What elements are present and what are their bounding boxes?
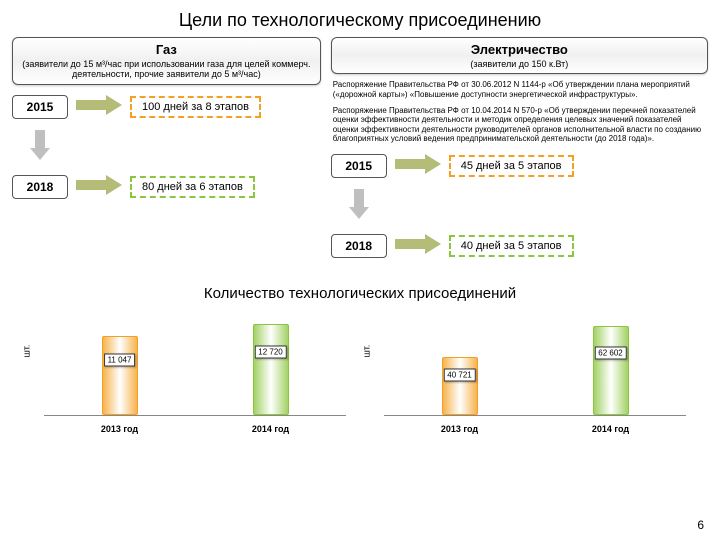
arrow-down-icon	[30, 130, 50, 160]
arrow-right-icon	[395, 234, 441, 254]
year-box: 2018	[12, 175, 68, 199]
x-tick-label: 2013 год	[441, 424, 478, 434]
chart-right-xlabels: 2013 год 2014 год	[384, 424, 686, 434]
goal-row: 2015 100 дней за 8 этапов	[12, 95, 321, 120]
goal-box: 100 дней за 8 этапов	[130, 96, 261, 118]
bar-value-label: 62 602	[594, 347, 626, 360]
x-tick-label: 2014 год	[252, 424, 289, 434]
top-section: Газ (заявители до 15 м³/час при использо…	[0, 37, 720, 269]
bar-rect: 40 721	[442, 357, 478, 415]
bar: 12 720	[250, 324, 292, 415]
bar-value-label: 40 721	[443, 368, 475, 381]
gas-header: Газ (заявители до 15 м³/час при использо…	[12, 37, 321, 85]
bar-value-label: 12 720	[254, 345, 286, 358]
goal-row: 2015 45 дней за 5 этапов	[331, 154, 708, 179]
bar-rect: 62 602	[593, 326, 629, 415]
elec-column: Электричество (заявители до 150 к.Вт) Ра…	[331, 37, 708, 269]
arrow-down	[30, 130, 321, 165]
goal-row: 2018 40 дней за 5 этапов	[331, 234, 708, 259]
bar: 40 721	[439, 357, 481, 415]
arrow-right-icon	[395, 154, 441, 174]
page-title: Цели по технологическому присоединению	[0, 0, 720, 37]
chart-title: Количество технологических присоединений	[0, 285, 720, 302]
arrow-right	[76, 95, 122, 120]
decree-2: Распоряжение Правительства РФ от 10.04.2…	[333, 106, 706, 144]
year-box: 2015	[331, 154, 387, 178]
gas-column: Газ (заявители до 15 м³/час при использо…	[12, 37, 321, 269]
chart-left-xlabels: 2013 год 2014 год	[44, 424, 346, 434]
arrow-down	[349, 189, 708, 224]
arrow-right-icon	[76, 95, 122, 115]
year-box: 2018	[331, 234, 387, 258]
gas-header-title: Газ	[21, 42, 312, 57]
chart-right-plot: 40 721 62 602	[384, 310, 686, 416]
chart-right: шт. 40 72162 602 2013 год2014 год	[370, 306, 690, 436]
chart-left-plot: 11 047 12 720	[44, 310, 346, 416]
goal-box: 80 дней за 6 этапов	[130, 176, 255, 198]
bar-rect: 11 047	[102, 336, 138, 415]
page-number: 6	[697, 518, 704, 532]
arrow-right	[395, 234, 441, 259]
goal-box: 40 дней за 5 этапов	[449, 235, 574, 257]
arrow-right-icon	[76, 175, 122, 195]
elec-header-sub: (заявители до 150 к.Вт)	[340, 59, 699, 69]
bar: 62 602	[590, 326, 632, 415]
chart-left: шт. 11 04712 720 2013 год2014 год	[30, 306, 350, 436]
ylabel-left: шт.	[21, 344, 31, 357]
bar: 11 047	[99, 336, 141, 415]
year-box: 2015	[12, 95, 68, 119]
goal-row: 2018 80 дней за 6 этапов	[12, 175, 321, 200]
elec-header: Электричество (заявители до 150 к.Вт)	[331, 37, 708, 74]
goal-box: 45 дней за 5 этапов	[449, 155, 574, 177]
x-tick-label: 2014 год	[592, 424, 629, 434]
bar-value-label: 11 047	[104, 354, 136, 367]
charts-area: шт. 11 047 12 720 2013 год 2014 год шт. 40…	[0, 306, 720, 436]
arrow-right	[395, 154, 441, 179]
ylabel-right: шт.	[361, 344, 371, 357]
decree-1: Распоряжение Правительства РФ от 30.06.2…	[333, 80, 706, 99]
x-tick-label: 2013 год	[101, 424, 138, 434]
gas-header-sub: (заявители до 15 м³/час при использовани…	[21, 59, 312, 80]
elec-header-title: Электричество	[340, 42, 699, 57]
bar-rect: 12 720	[253, 324, 289, 415]
arrow-right	[76, 175, 122, 200]
arrow-down-icon	[349, 189, 369, 219]
